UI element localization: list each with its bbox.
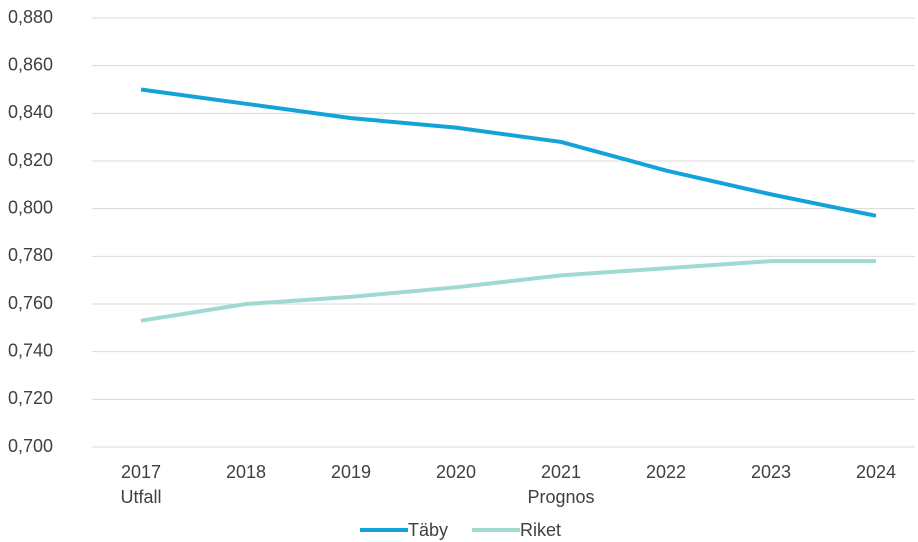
y-tick-label: 0,800 — [8, 197, 53, 217]
y-tick-label: 0,740 — [8, 340, 53, 360]
y-tick-label: 0,700 — [8, 436, 53, 456]
y-tick-label: 0,780 — [8, 245, 53, 265]
series-line — [140, 87, 877, 218]
series-line — [140, 259, 876, 323]
x-tick-label: 2021 — [541, 462, 581, 482]
y-tick-label: 0,880 — [8, 7, 53, 27]
y-tick-label: 0,720 — [8, 388, 53, 408]
x-tick-label: 2022 — [646, 462, 686, 482]
legend-label: Riket — [520, 520, 561, 540]
x-tick-label: 2017 — [121, 462, 161, 482]
x-tick-label: 2019 — [331, 462, 371, 482]
x-sub-label: Prognos — [527, 487, 594, 507]
y-tick-label: 0,760 — [8, 293, 53, 313]
y-tick-label: 0,860 — [8, 54, 53, 74]
x-tick-label: 2018 — [226, 462, 266, 482]
y-tick-label: 0,820 — [8, 150, 53, 170]
x-tick-label: 2023 — [751, 462, 791, 482]
x-tick-label: 2024 — [856, 462, 896, 482]
y-tick-label: 0,840 — [8, 102, 53, 122]
legend-label: Täby — [408, 520, 448, 540]
x-tick-label: 2020 — [436, 462, 476, 482]
x-sub-label: Utfall — [120, 487, 161, 507]
